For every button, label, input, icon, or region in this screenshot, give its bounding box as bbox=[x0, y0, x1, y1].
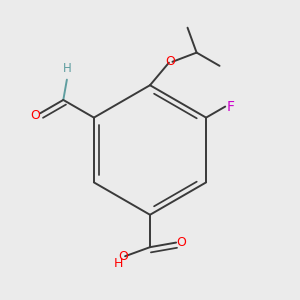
Text: F: F bbox=[226, 100, 235, 114]
Text: H: H bbox=[114, 257, 123, 270]
Text: O: O bbox=[119, 250, 129, 263]
Text: O: O bbox=[166, 55, 175, 68]
Text: O: O bbox=[176, 236, 186, 249]
Text: O: O bbox=[30, 109, 40, 122]
Text: H: H bbox=[62, 62, 71, 75]
